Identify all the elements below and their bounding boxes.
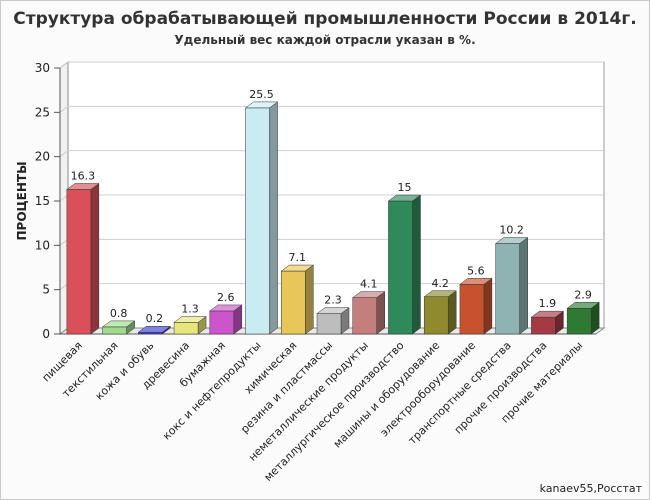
data-label: 5.6 [467, 264, 485, 277]
bar-front [566, 308, 592, 335]
y-tick-label: 30 [35, 61, 50, 75]
y-axis-title: ПРОЦЕНТЫ [15, 161, 29, 240]
bar-front [138, 331, 163, 335]
bar-front [459, 284, 485, 335]
bar [66, 182, 100, 335]
bar-front [423, 296, 449, 335]
chart-subtitle: Удельный вес каждой отрасли указан в %. [174, 33, 476, 47]
bar-top [280, 264, 315, 272]
bar [173, 315, 207, 335]
bar-top [209, 304, 243, 312]
data-label: 25.5 [249, 88, 274, 101]
source-credit: kanaev55,Росстат [539, 482, 642, 495]
bar [387, 194, 422, 335]
bar-top [173, 316, 207, 323]
data-label: 2.9 [574, 288, 592, 301]
bar-top [351, 291, 386, 298]
bar [459, 277, 493, 335]
data-label: 4.1 [360, 278, 378, 291]
bar-top [566, 302, 600, 309]
data-label: 1.3 [181, 302, 199, 315]
bar [209, 304, 243, 335]
bar-side [90, 182, 100, 335]
bar-top [66, 183, 100, 190]
gridline [59, 150, 604, 158]
bar-front [495, 243, 520, 335]
chart-title: Структура обрабатывающей промышленности … [13, 9, 637, 29]
bar [244, 101, 279, 335]
data-label: 2.3 [324, 294, 342, 307]
bar-side [483, 277, 493, 335]
bar-side [269, 101, 278, 335]
bar [280, 264, 315, 335]
data-label: 0.2 [146, 312, 164, 325]
bar-front [209, 310, 235, 335]
y-tick-label: 5 [42, 283, 50, 297]
data-label: 2.6 [217, 291, 235, 304]
bar-front [388, 200, 413, 335]
bar-side [412, 194, 421, 335]
y-tick-label: 15 [35, 194, 50, 208]
bar [494, 237, 529, 335]
bar-top [423, 290, 457, 298]
y-tick-label: 25 [35, 105, 50, 119]
bar-front [281, 270, 306, 335]
gridline [59, 105, 604, 113]
gridline [59, 61, 604, 69]
bar-side [376, 291, 385, 335]
bar-top [101, 320, 136, 328]
bar-side [305, 264, 314, 335]
bar [101, 320, 136, 335]
bar-top [316, 307, 350, 314]
data-label: 1.9 [539, 297, 557, 310]
bar-front [245, 107, 270, 335]
y-tick-label: 20 [35, 150, 50, 164]
bar [566, 301, 600, 335]
bar-top [387, 194, 422, 202]
data-label: 4.2 [431, 277, 449, 290]
bar-front [352, 297, 377, 335]
bar-front [102, 326, 127, 335]
bar [423, 290, 457, 335]
bar-front [531, 316, 556, 335]
bar-top [530, 310, 565, 318]
y-tick-label: 0 [42, 327, 50, 341]
data-label: 16.3 [71, 169, 96, 182]
bar [351, 291, 386, 335]
data-label: 7.1 [289, 251, 307, 264]
bar [530, 310, 565, 335]
bar-top [244, 101, 279, 109]
bar-side [447, 290, 457, 335]
data-label: 0.8 [110, 307, 128, 320]
bar-front [66, 189, 92, 335]
bar-top [494, 237, 529, 244]
bar-side [519, 237, 528, 335]
y-tick-label: 10 [35, 238, 50, 252]
bar-top [459, 278, 493, 285]
bar-front [316, 313, 342, 335]
data-label: 10.2 [499, 224, 524, 237]
bar [316, 307, 350, 335]
bar-top [137, 325, 172, 333]
bar-front [173, 322, 199, 335]
bar [137, 325, 172, 335]
data-label: 15 [397, 181, 411, 194]
